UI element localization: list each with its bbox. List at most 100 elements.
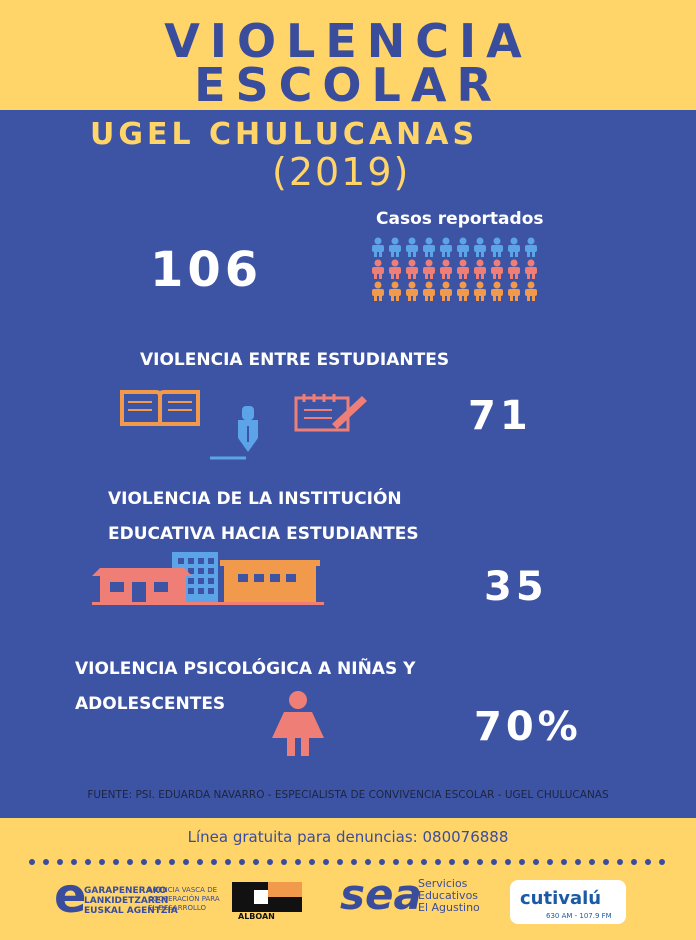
divider-dot [561, 859, 567, 865]
divider-dot [281, 859, 287, 865]
person-icon [423, 281, 435, 301]
person-icon [372, 281, 384, 301]
divider-dot [99, 859, 105, 865]
person-icon [372, 259, 384, 279]
people-icon-row [370, 281, 550, 303]
sea-logo-text: Servicios Educativos El Agustino [418, 877, 480, 914]
dotted-divider [29, 859, 665, 865]
psychological-violence-value: 70% [474, 704, 582, 750]
person-icon [457, 259, 469, 279]
cases-total: 106 [150, 242, 263, 298]
person-icon [440, 259, 452, 279]
person-icon [525, 259, 537, 279]
divider-dot [603, 859, 609, 865]
person-icon [491, 237, 503, 257]
divider-dot [407, 859, 413, 865]
person-icon [474, 237, 486, 257]
divider-dot [421, 859, 427, 865]
person-icon [406, 237, 418, 257]
person-icon [389, 237, 401, 257]
divider-dot [575, 859, 581, 865]
open-book-icon [120, 390, 200, 426]
psychological-violence-label-line2: ADOLESCENTES [75, 694, 226, 714]
divider-dot [127, 859, 133, 865]
divider-dot [463, 859, 469, 865]
institution-violence-label-line2: EDUCATIVA HACIA ESTUDIANTES [108, 524, 419, 544]
students-violence-value: 71 [468, 393, 532, 439]
divider-dot [435, 859, 441, 865]
hotline-text: Línea gratuita para denuncias: 080076888 [187, 828, 509, 846]
person-icon [491, 259, 503, 279]
divider-dot [211, 859, 217, 865]
students-violence-label: VIOLENCIA ENTRE ESTUDIANTES [140, 350, 450, 370]
divider-dot [155, 859, 161, 865]
person-icon [389, 281, 401, 301]
title-line2: ESCOLAR [194, 58, 502, 112]
basque-agency-spanish-text: AGENCIA VASCA DE COOPERACIÓN PARA EL DES… [148, 886, 220, 912]
divider-dot [491, 859, 497, 865]
person-icon [525, 237, 537, 257]
divider-dot [365, 859, 371, 865]
cutivalu-frequency: 630 AM - 107.9 FM [546, 912, 612, 920]
divider-dot [547, 859, 553, 865]
cases-label: Casos reportados [376, 209, 544, 229]
source-note: FUENTE: PSI. EDUARDA NAVARRO - ESPECIALI… [87, 789, 609, 801]
divider-dot [589, 859, 595, 865]
pen-icon [210, 406, 258, 460]
girl-icon [272, 691, 324, 756]
divider-dot [253, 859, 259, 865]
divider-dot [645, 859, 651, 865]
divider-dot [617, 859, 623, 865]
person-icon [491, 281, 503, 301]
divider-dot [477, 859, 483, 865]
person-icon [423, 259, 435, 279]
alboan-label: ALBOAN [238, 912, 275, 921]
person-icon [525, 281, 537, 301]
basque-agency-basque-text: GARAPENERAKO LANKIDETZAREN EUSKAL AGENTZ… [84, 886, 178, 916]
divider-dot [351, 859, 357, 865]
divider-dot [323, 859, 329, 865]
title-line1: VIOLENCIA [164, 14, 532, 68]
person-icon [440, 281, 452, 301]
person-icon [457, 237, 469, 257]
person-icon [440, 237, 452, 257]
person-icon [406, 259, 418, 279]
person-icon [474, 281, 486, 301]
notepad-pencil-icon [294, 394, 367, 432]
person-icon [508, 259, 520, 279]
school-building-icon [92, 552, 324, 605]
divider-dot [169, 859, 175, 865]
divider-dot [239, 859, 245, 865]
divider-dot [449, 859, 455, 865]
divider-dot [659, 859, 665, 865]
divider-dot [113, 859, 119, 865]
divider-dot [43, 859, 49, 865]
divider-dot [519, 859, 525, 865]
institution-violence-value: 35 [484, 564, 548, 610]
divider-dot [29, 859, 35, 865]
person-icon [457, 281, 469, 301]
person-icon [508, 281, 520, 301]
divider-dot [57, 859, 63, 865]
alboan-logo-icon [232, 882, 302, 912]
person-icon [508, 237, 520, 257]
person-icon [474, 259, 486, 279]
person-icon [406, 281, 418, 301]
person-icon [372, 237, 384, 257]
divider-dot [85, 859, 91, 865]
people-icon-row [370, 237, 550, 259]
people-icon-grid [370, 237, 550, 303]
org-title: UGEL CHULUCANAS [90, 117, 479, 152]
divider-dot [183, 859, 189, 865]
cutivalu-logo-box [510, 880, 626, 924]
svg-text:e: e [54, 870, 84, 920]
divider-dot [631, 859, 637, 865]
divider-dot [295, 859, 301, 865]
institution-violence-label-line1: VIOLENCIA DE LA INSTITUCIÓN [108, 489, 402, 509]
psychological-violence-label-line1: VIOLENCIA PSICOLÓGICA A NIÑAS Y [75, 659, 416, 679]
divider-dot [141, 859, 147, 865]
divider-dot [379, 859, 385, 865]
divider-dot [71, 859, 77, 865]
divider-dot [267, 859, 273, 865]
